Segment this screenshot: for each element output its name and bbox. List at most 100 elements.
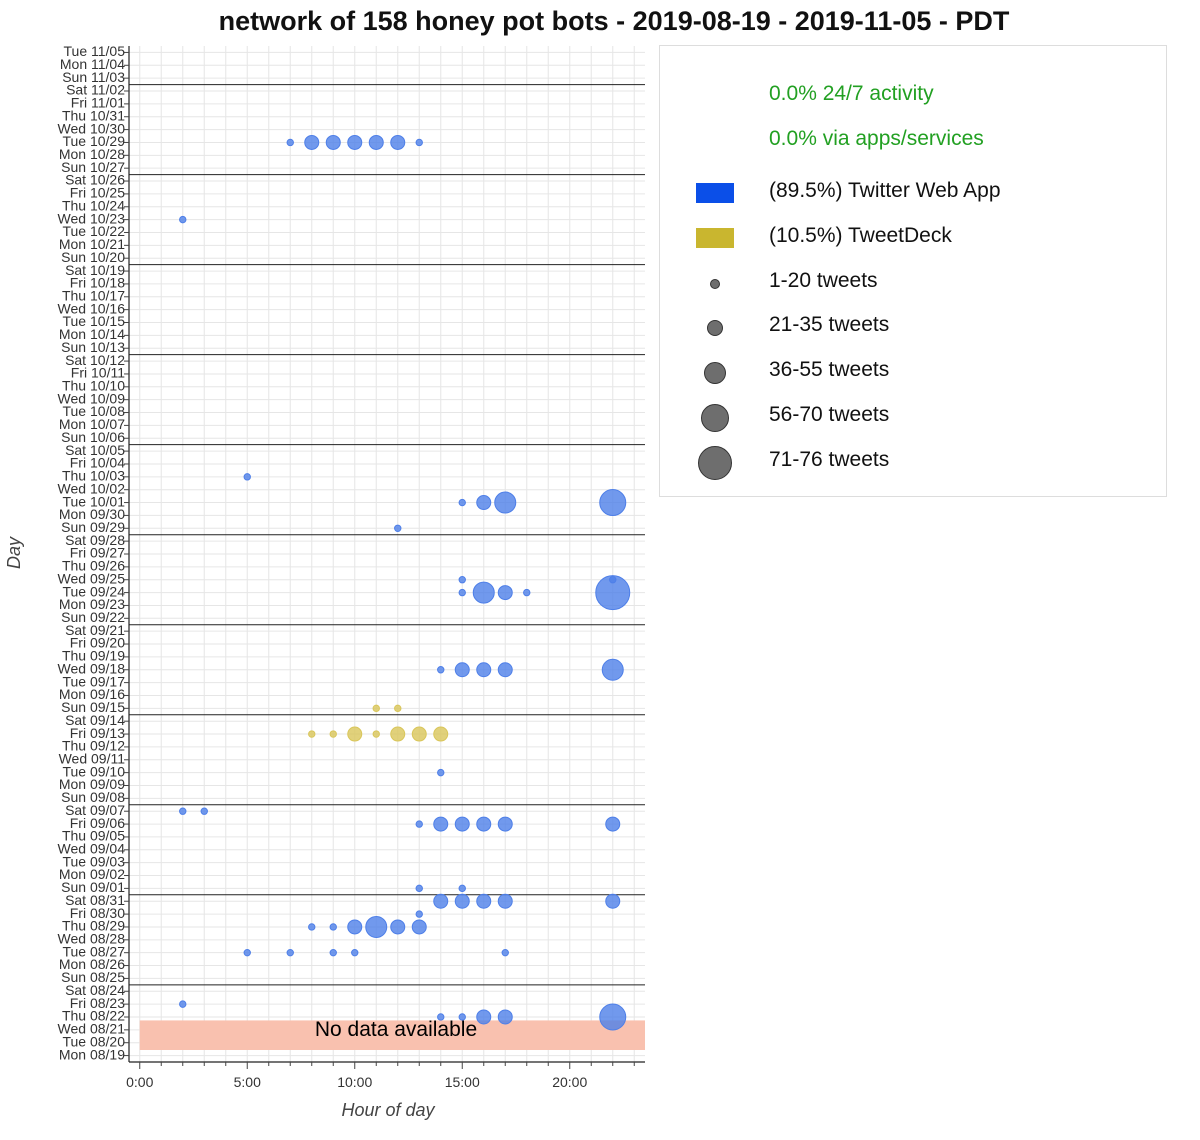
point-twitter-web-app-fri-09-06-h16 (476, 816, 492, 832)
legend-item-tweetdeck: (10.5%) TweetDeck (660, 219, 1166, 259)
y-axis-title: Day (4, 536, 24, 569)
point-twitter-web-app-tue-08-27-h17 (501, 948, 509, 957)
point-twitter-web-app-thu-08-29-h8 (308, 923, 316, 931)
legend-size-1-20: 1-20 tweets (660, 264, 1166, 304)
stat-apps-services: 0.0% via apps/services (769, 127, 984, 150)
y-tick-label-fri-11-01: Fri 11/01 (71, 95, 125, 111)
x-tick-label-5-00: 5:00 (234, 1074, 261, 1090)
y-tick-label-tue-10-22: Tue 10/22 (62, 223, 125, 239)
y-tick-label-fri-10-18: Fri 10/18 (70, 275, 125, 291)
y-tick-label-mon-09-23: Mon 09/23 (59, 596, 125, 612)
y-tick-label-thu-09-19: Thu 09/19 (62, 648, 125, 664)
y-tick-label-sat-10-19: Sat 10/19 (65, 262, 125, 278)
point-twitter-web-app-tue-10-01-h16 (476, 495, 492, 511)
point-twitter-web-app-sat-08-31-h15 (454, 893, 470, 909)
y-tick-label-wed-10-16: Wed 10/16 (58, 300, 126, 316)
point-layer (179, 134, 631, 1031)
y-tick-label-sun-08-25: Sun 08/25 (61, 969, 125, 985)
x-tick-layer: 0:00 5:00 10:00 15:00 20:00 (126, 1062, 635, 1090)
y-tick-label-tue-09-24: Tue 09/24 (62, 583, 125, 599)
point-twitter-web-app-sat-09-07-h2 (179, 807, 187, 815)
point-twitter-web-app-fri-09-06-h15 (454, 816, 470, 832)
y-tick-label-sun-10-06: Sun 10/06 (61, 429, 125, 445)
point-twitter-web-app-tue-10-29-h10 (347, 134, 363, 150)
point-twitter-web-app-tue-10-29-h13 (415, 138, 423, 147)
point-twitter-web-app-sat-08-31-h17 (497, 893, 513, 909)
point-twitter-web-app-thu-08-29-h9 (329, 923, 337, 931)
legend-label-tweetdeck: (10.5%) TweetDeck (769, 224, 952, 247)
legend-size-21-35: 21-35 tweets (660, 308, 1166, 348)
point-twitter-web-app-tue-09-24-h18 (523, 588, 531, 597)
x-axis-title: Hour of day (341, 1100, 435, 1120)
point-twitter-web-app-thu-08-29-h11 (365, 915, 388, 938)
y-tick-label-mon-08-26: Mon 08/26 (59, 956, 125, 972)
y-tick-label-sat-11-02: Sat 11/02 (66, 82, 125, 98)
legend: 0.0% 24/7 activity 0.0% via apps/service… (659, 45, 1167, 497)
point-twitter-web-app-fri-08-30-h13 (415, 910, 423, 918)
legend-swatch-tweetdeck (696, 228, 734, 248)
y-tick-label-fri-09-20: Fri 09/20 (70, 635, 125, 651)
legend-label-size-71-76: 71-76 tweets (769, 448, 890, 471)
y-tick-label-sat-09-07: Sat 09/07 (65, 802, 125, 818)
point-twitter-web-app-tue-09-24-h17 (497, 585, 513, 601)
grid-layer (129, 46, 645, 1062)
y-tick-label-wed-08-21: Wed 08/21 (58, 1021, 126, 1037)
x-tick-label-0-00: 0:00 (126, 1074, 153, 1090)
point-twitter-web-app-thu-10-03-h5 (243, 473, 251, 481)
point-twitter-web-app-sat-08-31-h22 (605, 893, 621, 909)
y-tick-label-fri-10-11: Fri 10/11 (71, 365, 125, 381)
y-tick-label-fri-10-04: Fri 10/04 (70, 455, 125, 471)
point-twitter-web-app-wed-09-18-h16 (476, 662, 492, 678)
y-tick-label-wed-09-11: Wed 09/11 (59, 750, 126, 766)
point-twitter-web-app-tue-10-01-h17 (494, 491, 517, 514)
point-twitter-web-app-tue-08-27-h9 (329, 948, 337, 957)
y-tick-label-sun-09-29: Sun 09/29 (61, 519, 125, 535)
point-tweetdeck-fri-09-13-h8 (308, 730, 316, 738)
y-tick-label-fri-08-23: Fri 08/23 (70, 995, 125, 1011)
no-data-label: No data available (315, 1018, 477, 1041)
y-tick-label-mon-08-19: Mon 08/19 (59, 1046, 125, 1062)
y-tick-label-mon-09-16: Mon 09/16 (59, 686, 125, 702)
no-data-band-layer: No data available (139, 1018, 645, 1050)
y-tick-label-thu-10-03: Thu 10/03 (62, 468, 125, 484)
point-twitter-web-app-tue-10-29-h11 (368, 134, 384, 150)
y-tick-label-wed-10-09: Wed 10/09 (58, 390, 126, 406)
point-twitter-web-app-tue-09-10-h14 (437, 768, 445, 777)
y-tick-label-tue-10-15: Tue 10/15 (62, 313, 125, 329)
point-twitter-web-app-tue-09-24-h15 (458, 588, 466, 597)
y-tick-label-wed-08-28: Wed 08/28 (58, 931, 126, 947)
legend-swatch-twitter-web-app (696, 183, 734, 203)
y-tick-label-sat-08-31: Sat 08/31 (65, 892, 125, 908)
y-tick-label-tue-08-27: Tue 08/27 (62, 943, 125, 959)
y-tick-label-tue-11-05: Tue 11/05 (64, 43, 126, 59)
y-tick-label-mon-10-28: Mon 10/28 (59, 146, 125, 162)
point-tweetdeck-fri-09-13-h14 (433, 726, 449, 742)
y-tick-label-thu-09-26: Thu 09/26 (62, 558, 125, 574)
point-twitter-web-app-wed-09-18-h22 (601, 658, 624, 681)
y-tick-label-mon-10-21: Mon 10/21 (59, 236, 125, 252)
y-tick-label-sat-10-12: Sat 10/12 (65, 352, 125, 368)
legend-item-twitter-web-app: (89.5%) Twitter Web App (660, 174, 1166, 214)
week-separator-layer (129, 84, 645, 986)
y-tick-label-thu-10-17: Thu 10/17 (62, 287, 125, 303)
chart-title: network of 158 honey pot bots - 2019-08-… (218, 6, 1010, 36)
y-tick-label-sun-10-20: Sun 10/20 (61, 249, 125, 265)
size-circle-56-70 (701, 404, 729, 432)
point-twitter-web-app-sun-09-29-h12 (394, 524, 402, 532)
y-tick-label-sat-10-05: Sat 10/05 (65, 442, 125, 458)
size-circle-36-55 (704, 362, 726, 384)
y-tick-label-mon-10-07: Mon 10/07 (59, 416, 125, 432)
y-tick-label-mon-09-09: Mon 09/09 (59, 776, 125, 792)
y-tick-label-sun-09-08: Sun 09/08 (61, 789, 125, 805)
y-tick-label-thu-10-24: Thu 10/24 (62, 197, 125, 213)
y-tick-label-thu-09-12: Thu 09/12 (62, 738, 125, 754)
y-tick-label-sat-09-28: Sat 09/28 (65, 532, 125, 548)
y-tick-label-mon-11-04: Mon 11/04 (60, 56, 125, 72)
point-twitter-web-app-wed-09-25-h15 (458, 576, 466, 584)
x-tick-label-15-00: 15:00 (445, 1074, 480, 1090)
point-twitter-web-app-wed-09-18-h17 (497, 662, 513, 678)
point-tweetdeck-sun-09-15-h11 (372, 704, 380, 713)
point-twitter-web-app-tue-09-24-h22 (595, 575, 631, 611)
point-twitter-web-app-thu-08-22-h15 (458, 1013, 466, 1021)
